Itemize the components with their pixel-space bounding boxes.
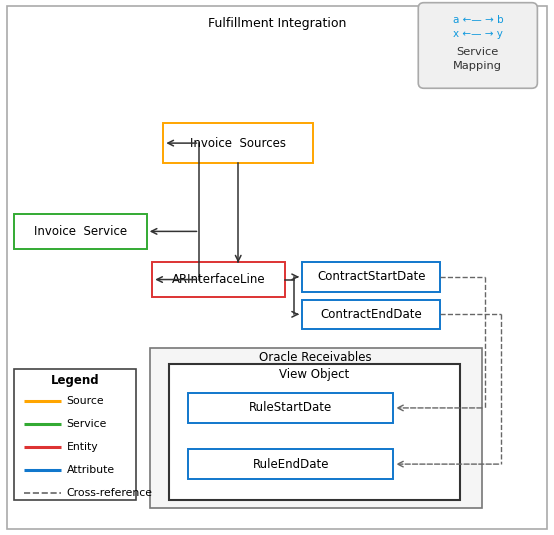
Text: x ←— → y: x ←— → y: [453, 29, 503, 39]
Text: ContractEndDate: ContractEndDate: [320, 308, 422, 321]
Text: Oracle Receivables: Oracle Receivables: [259, 351, 372, 364]
Text: Fulfillment Integration: Fulfillment Integration: [208, 17, 346, 29]
Text: Invoice  Service: Invoice Service: [34, 225, 127, 238]
Text: ContractStartDate: ContractStartDate: [317, 270, 425, 284]
Bar: [14, 369, 136, 500]
Bar: [150, 348, 482, 508]
Bar: [163, 123, 313, 163]
Bar: [188, 449, 393, 479]
Bar: [152, 262, 285, 297]
FancyBboxPatch shape: [418, 3, 537, 88]
Text: Attribute: Attribute: [66, 465, 115, 475]
Text: Invoice  Sources: Invoice Sources: [190, 136, 286, 150]
Text: a ←— → b: a ←— → b: [453, 15, 503, 25]
Text: View Object: View Object: [279, 368, 350, 381]
Bar: [169, 364, 460, 500]
Text: Legend: Legend: [50, 374, 99, 387]
Bar: [302, 300, 440, 329]
Text: Cross-reference: Cross-reference: [66, 488, 152, 498]
Text: Source: Source: [66, 396, 104, 406]
Text: RuleStartDate: RuleStartDate: [249, 401, 332, 415]
Bar: [302, 262, 440, 292]
Text: Service: Service: [66, 419, 107, 429]
Text: ARInterfaceLine: ARInterfaceLine: [172, 273, 265, 286]
Text: RuleEndDate: RuleEndDate: [253, 457, 329, 471]
Text: Mapping: Mapping: [453, 61, 502, 71]
Bar: [14, 214, 147, 249]
Text: Service: Service: [456, 47, 499, 57]
Text: Entity: Entity: [66, 442, 98, 452]
Bar: [188, 393, 393, 423]
